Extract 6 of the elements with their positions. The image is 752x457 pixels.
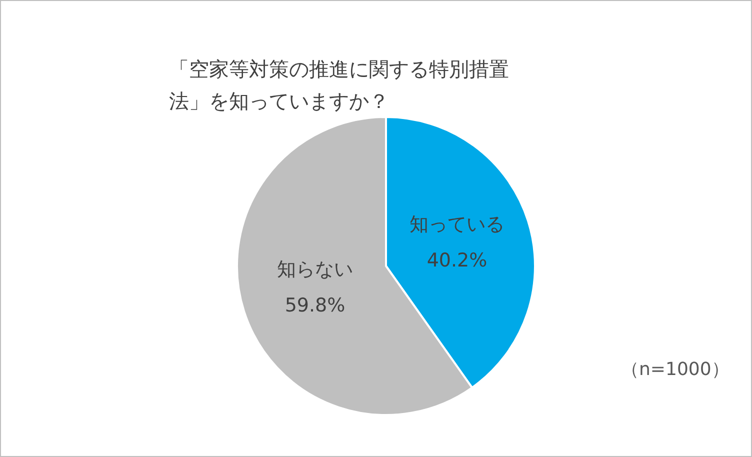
slice-label: 知っている (409, 213, 504, 236)
chart-title: 「空家等対策の推進に関する特別措置法」を知っていますか？ (169, 56, 510, 115)
data-label: 59.8% (284, 294, 346, 317)
slice-label: 知らない (277, 258, 354, 281)
data-label: 40.2% (426, 249, 488, 272)
text: （n=1000） (621, 358, 730, 381)
